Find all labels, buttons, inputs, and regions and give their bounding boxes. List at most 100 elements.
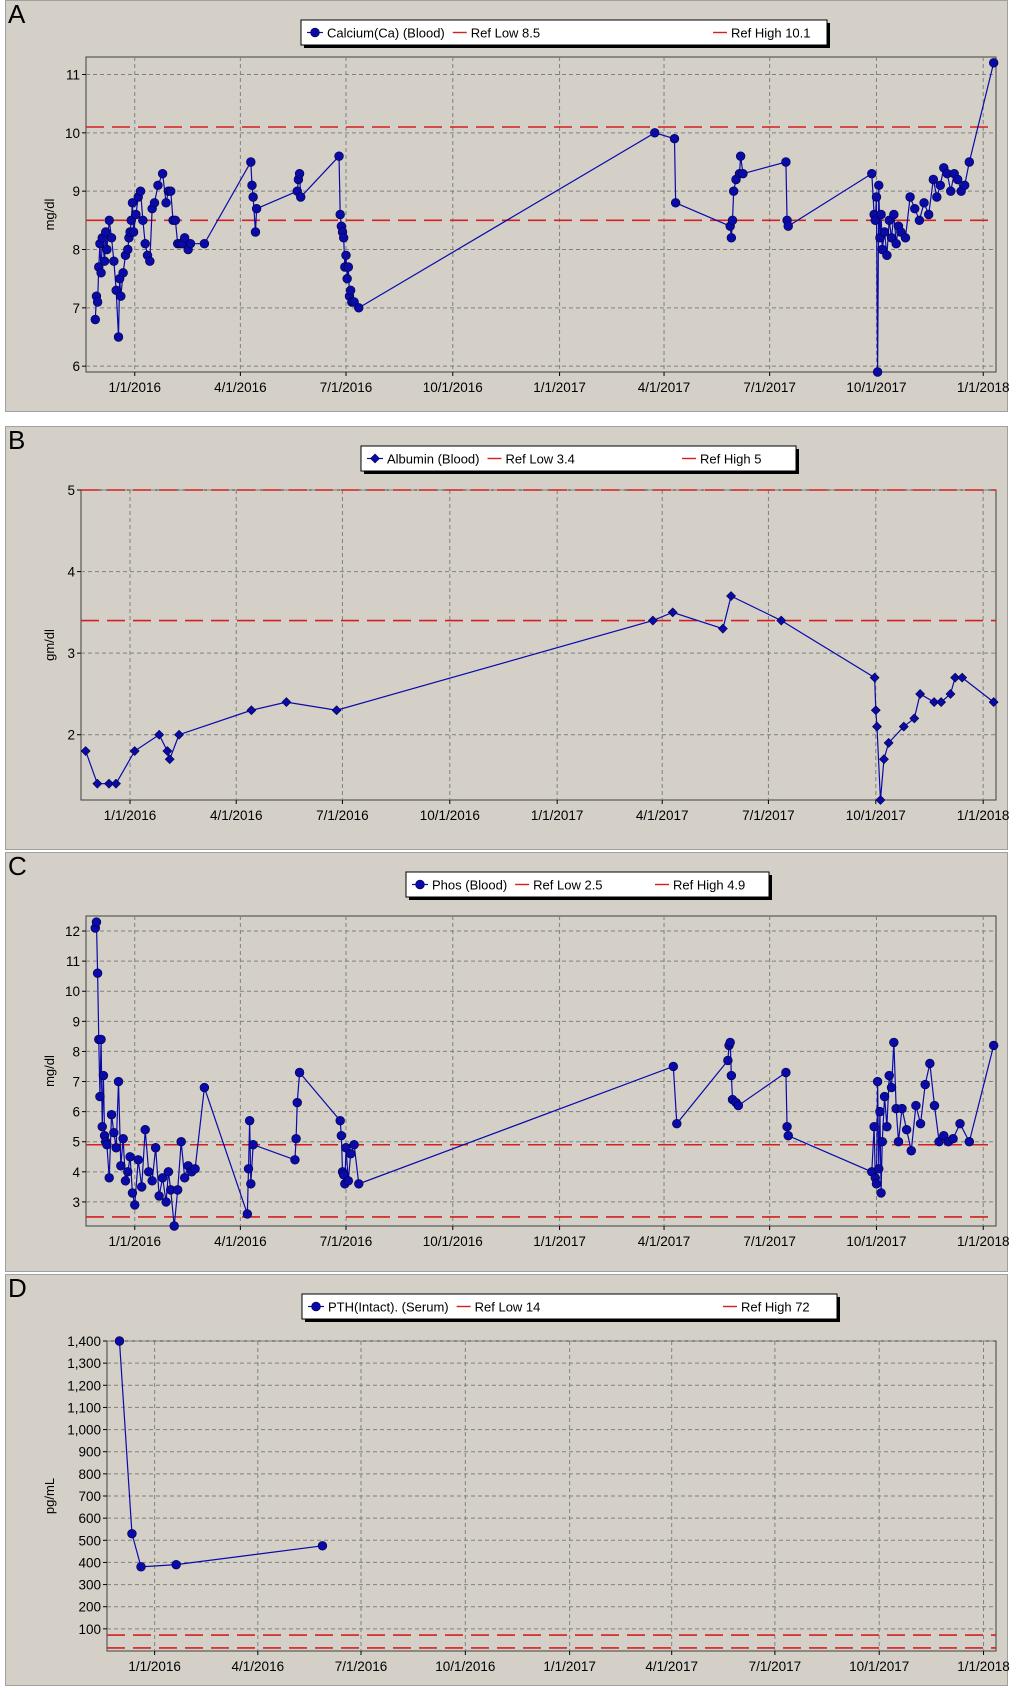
x-tick-label: 7/1/2017 [743, 380, 796, 395]
data-point [172, 1185, 183, 1195]
data-point [145, 256, 155, 266]
data-point [905, 192, 915, 202]
data-point [726, 1070, 737, 1081]
data-point [140, 1124, 150, 1135]
y-tick-label: 1,100 [67, 1400, 101, 1415]
data-point [889, 209, 899, 220]
data-point [96, 268, 106, 278]
data-point [874, 180, 884, 191]
data-point [870, 215, 880, 226]
data-point [164, 754, 175, 765]
data-point [964, 1137, 975, 1147]
data-point [294, 1067, 305, 1078]
data-point [125, 1152, 135, 1162]
data-point [101, 227, 111, 237]
data-point [935, 180, 945, 191]
data-point [137, 1182, 147, 1192]
data-point [911, 1100, 921, 1111]
data-point [185, 238, 196, 249]
data-point [104, 778, 114, 789]
data-point [176, 1137, 186, 1147]
y-tick-label: 100 [78, 1622, 101, 1637]
series-line [94, 921, 995, 1227]
data-point [872, 721, 882, 732]
x-tick-label: 1/1/2016 [128, 1659, 181, 1674]
legend-box [360, 445, 797, 472]
data-point [919, 198, 929, 208]
plot-area [85, 56, 997, 373]
data-point [354, 303, 364, 313]
x-tick-label: 1/1/2017 [533, 1234, 586, 1249]
data-point [244, 1115, 255, 1126]
data-point [928, 174, 939, 185]
data-point [879, 1091, 890, 1102]
x-tick-label: 7/1/2016 [320, 1234, 373, 1249]
data-point [150, 1143, 161, 1153]
chart-svg-a: 1/1/2016 4/1/2016 7/1/2016 10/1/2016 1/1/201… [42, 19, 1010, 395]
y-tick-label: 2 [67, 728, 75, 743]
data-point [335, 1115, 345, 1126]
data-point [154, 729, 165, 740]
data-point [296, 192, 306, 202]
data-point [91, 917, 102, 927]
data-point [97, 1121, 107, 1132]
data-point [891, 238, 901, 249]
data-point [116, 1161, 126, 1171]
data-point [161, 198, 171, 208]
data-point [99, 256, 110, 266]
y-tick-label: 800 [78, 1467, 101, 1482]
data-point [345, 285, 356, 296]
data-point [669, 133, 680, 144]
y-tick-label: 6 [72, 1105, 80, 1120]
data-point [247, 180, 257, 191]
data-point [331, 705, 342, 716]
data-point [670, 198, 681, 208]
data-point [948, 1134, 958, 1144]
y-tick-label: 5 [67, 483, 75, 498]
plot-area [80, 489, 997, 801]
data-point [925, 1058, 935, 1069]
x-tick-label: 1/1/2016 [104, 808, 157, 823]
legend-series-marker [310, 27, 320, 38]
x-tick-label: 4/1/2017 [638, 380, 691, 395]
data-point [882, 250, 892, 261]
data-point [900, 233, 911, 243]
legend-ref-low-label: Ref Low 14 [475, 1300, 541, 1315]
data-point [875, 795, 886, 805]
y-tick-label: 12 [65, 924, 80, 939]
data-point [869, 672, 880, 683]
y-tick-label: 300 [78, 1578, 101, 1593]
data-point [946, 186, 956, 196]
data-point [783, 1131, 793, 1141]
data-point [243, 1164, 254, 1174]
data-point [932, 192, 942, 202]
data-point [128, 227, 139, 237]
y-tick-label: 3 [67, 646, 75, 661]
data-point [113, 332, 124, 342]
data-point [133, 1155, 143, 1165]
data-point [170, 215, 181, 226]
legend-ref-high-label: Ref High 72 [741, 1300, 810, 1315]
chart-panel-d: D 1/1/2016 4/1/2016 7/1/2016 10/1/2016 1/1/2… [5, 1273, 1010, 1686]
x-tick-label: 10/1/2017 [846, 380, 906, 395]
data-point [869, 1121, 879, 1132]
data-point [130, 1200, 140, 1210]
data-point [111, 778, 121, 789]
data-point [988, 58, 999, 68]
y-tick-label: 11 [66, 954, 80, 969]
data-point [127, 1528, 137, 1539]
y-tick-label: 400 [78, 1555, 101, 1570]
data-point [123, 1167, 133, 1177]
y-tick-label: 6 [72, 359, 80, 374]
data-point [336, 1131, 347, 1141]
y-tick-label: 8 [72, 243, 80, 258]
y-axis-label: gm/dl [42, 629, 57, 661]
data-point [106, 233, 117, 243]
data-point [248, 192, 258, 202]
chart-panel-c: C 1/1/2016 4/1/2016 7/1/2016 10/1/2016 1/1/2… [5, 851, 1010, 1272]
data-point [140, 238, 150, 249]
x-tick-label: 10/1/2016 [420, 808, 480, 823]
data-point [884, 1070, 894, 1081]
data-point [726, 591, 736, 601]
data-point [154, 1191, 164, 1201]
